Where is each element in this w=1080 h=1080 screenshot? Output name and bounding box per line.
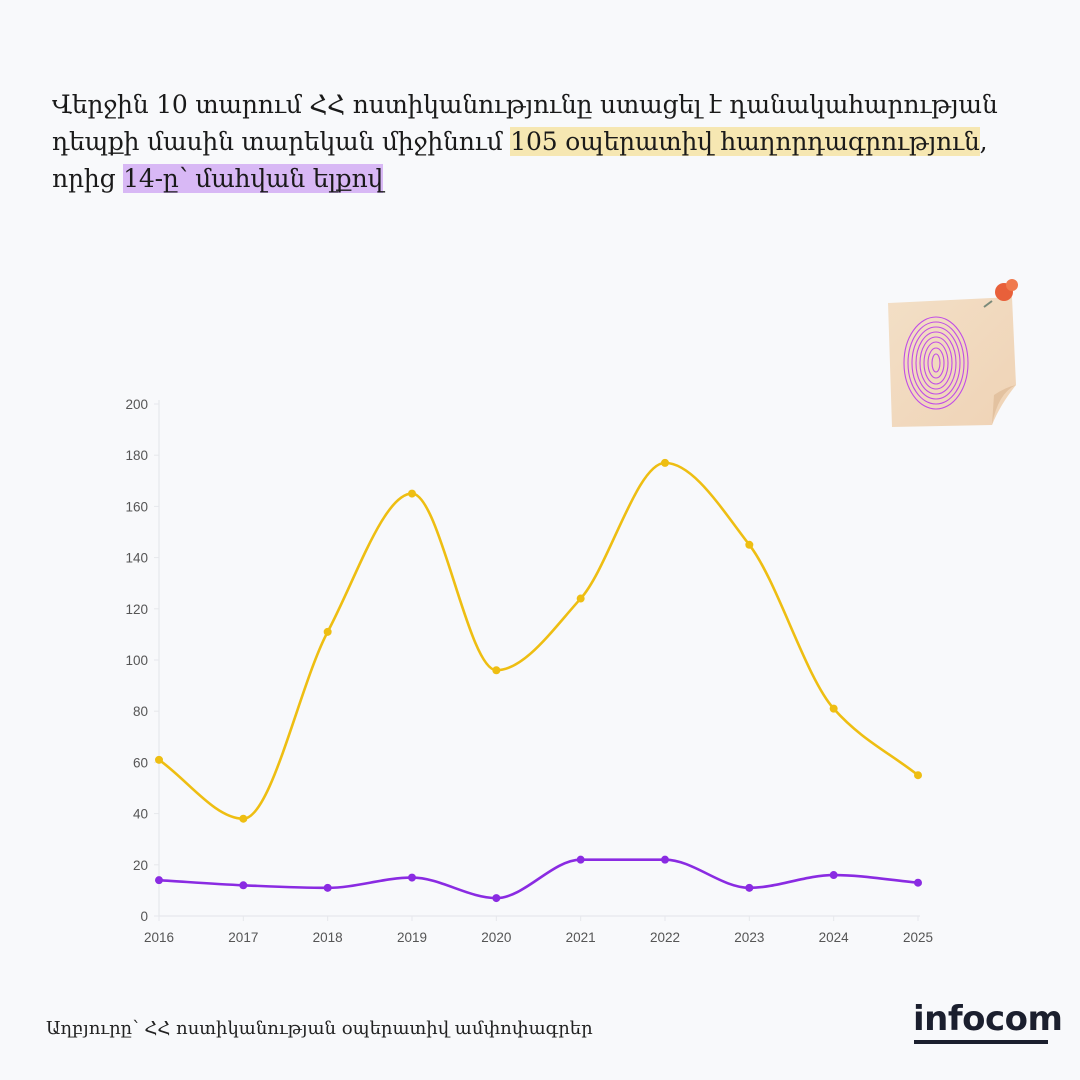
- data-point: [745, 883, 754, 892]
- x-tick-label: 2016: [144, 930, 174, 945]
- source-note: Աղբյուրը՝ ՀՀ ոստիկանության օպերատիվ ամփո…: [46, 1018, 593, 1039]
- headline: Վերջին 10 տարում ՀՀ ոստիկանությունը ստաց…: [52, 86, 1042, 197]
- x-tick-label: 2017: [228, 930, 258, 945]
- y-tick-label: 140: [125, 551, 148, 566]
- logo-underline: [914, 1040, 1048, 1044]
- data-point: [323, 627, 332, 636]
- series-operative-reports: [155, 458, 922, 823]
- data-point: [661, 855, 669, 864]
- x-tick-label: 2023: [734, 930, 764, 945]
- line-chart: 0 20 40 60 80 100 120 140 160 180 200 2016 2017 2018…: [125, 397, 933, 945]
- data-point: [914, 878, 922, 887]
- data-point: [155, 876, 163, 885]
- x-tick-label: 2021: [566, 930, 596, 945]
- data-point: [239, 814, 248, 823]
- x-tick-label: 2024: [819, 930, 850, 945]
- x-tick-label: 2022: [650, 930, 680, 945]
- data-point: [914, 771, 922, 780]
- highlight-reports: 105 օպերատիվ հաղորդագրություն: [510, 127, 980, 156]
- x-axis: 2016 2017 2018 2019 2020 2021 2022 2023 2024 2025: [144, 915, 933, 945]
- data-point: [239, 881, 248, 890]
- data-point: [576, 594, 585, 603]
- y-tick-label: 80: [133, 704, 148, 719]
- note-curl: [992, 385, 1016, 425]
- y-tick-label: 40: [133, 807, 148, 822]
- data-point: [408, 489, 416, 498]
- series-group: [155, 458, 922, 903]
- data-point: [323, 883, 332, 892]
- y-tick-label: 180: [125, 448, 148, 463]
- series-line: [158, 461, 919, 821]
- y-tick-label: 60: [133, 755, 148, 770]
- data-point: [408, 873, 416, 882]
- x-tick-label: 2018: [313, 930, 343, 945]
- data-point: [492, 666, 501, 675]
- y-tick-label: 120: [125, 602, 148, 617]
- fingerprint-sticky-note-icon: [888, 279, 1018, 427]
- fingerprint-icon: [903, 316, 969, 410]
- y-tick-label: 200: [125, 397, 148, 412]
- y-tick-label: 100: [125, 653, 148, 668]
- x-tick-label: 2020: [481, 930, 511, 945]
- y-axis: 0 20 40 60 80 100 120 140 160 180 200: [125, 397, 160, 924]
- series-fatal-outcome: [155, 855, 922, 903]
- infocom-logo: infocom: [913, 1002, 1063, 1046]
- x-tick-label: 2025: [903, 930, 933, 945]
- headline-text-1: Վերջին 10 տարում ՀՀ ոստիկանությունը ստաց…: [52, 90, 998, 156]
- data-point: [661, 458, 669, 467]
- y-tick-label: 20: [133, 858, 148, 873]
- x-tick-label: 2019: [397, 930, 427, 945]
- series-line: [158, 858, 919, 900]
- data-point: [155, 755, 163, 764]
- pushpin-icon: [983, 279, 1018, 308]
- data-point: [829, 704, 838, 713]
- headline-text-2: , որից: [52, 127, 988, 193]
- data-point: [576, 855, 585, 864]
- y-tick-label: 0: [140, 909, 148, 924]
- logo-text: infocom: [913, 999, 1063, 1039]
- data-point: [492, 894, 501, 903]
- data-point: [829, 871, 838, 880]
- data-point: [745, 540, 754, 549]
- highlight-fatal: 14-ը՝ մահվան ելքով: [123, 164, 384, 193]
- y-tick-label: 160: [125, 499, 148, 514]
